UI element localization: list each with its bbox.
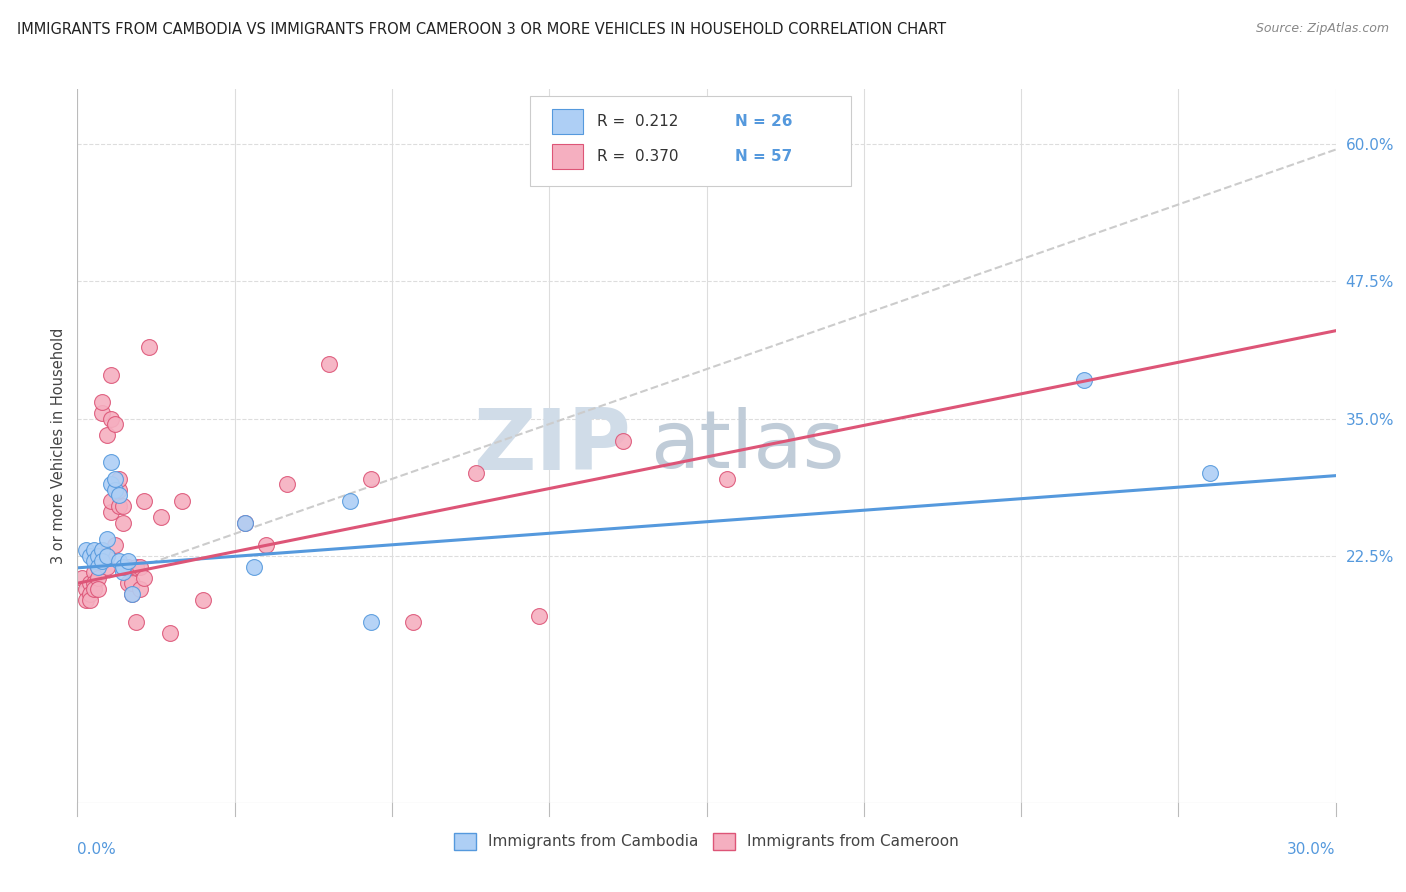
Point	[112, 559, 135, 574]
Point	[79, 587, 101, 601]
Point	[527, 609, 550, 624]
Point	[121, 587, 143, 601]
Point	[104, 538, 127, 552]
Point	[254, 538, 277, 552]
Point	[172, 494, 194, 508]
Point	[91, 406, 114, 420]
Point	[108, 554, 131, 568]
Point	[83, 576, 105, 591]
Point	[75, 582, 97, 596]
Point	[79, 592, 101, 607]
Text: R =  0.212: R = 0.212	[598, 114, 679, 128]
Point	[87, 582, 110, 596]
Text: atlas: atlas	[650, 407, 844, 485]
Point	[134, 494, 156, 508]
Point	[96, 428, 118, 442]
Point	[125, 615, 148, 629]
Point	[96, 559, 118, 574]
Point	[91, 554, 114, 568]
Point	[150, 510, 173, 524]
Point	[129, 582, 152, 596]
Text: 0.0%: 0.0%	[77, 842, 117, 857]
Point	[318, 357, 340, 371]
Point	[112, 500, 135, 514]
Point	[108, 488, 131, 502]
Point	[100, 411, 122, 425]
Text: N = 57: N = 57	[735, 149, 793, 164]
Text: N = 26: N = 26	[735, 114, 793, 128]
Point	[96, 549, 118, 563]
Point	[134, 571, 156, 585]
Point	[87, 554, 110, 568]
Point	[276, 477, 298, 491]
Point	[360, 472, 382, 486]
Text: Source: ZipAtlas.com: Source: ZipAtlas.com	[1256, 22, 1389, 36]
Point	[100, 368, 122, 382]
Point	[104, 417, 127, 431]
Point	[83, 543, 105, 558]
Legend: Immigrants from Cambodia, Immigrants from Cameroon: Immigrants from Cambodia, Immigrants fro…	[449, 827, 965, 855]
Point	[112, 516, 135, 530]
Point	[83, 582, 105, 596]
Point	[96, 549, 118, 563]
Point	[75, 543, 97, 558]
Point	[79, 576, 101, 591]
Point	[112, 566, 135, 580]
Point	[242, 559, 264, 574]
Point	[100, 494, 122, 508]
Y-axis label: 3 or more Vehicles in Household: 3 or more Vehicles in Household	[51, 328, 66, 564]
Point	[612, 434, 634, 448]
Point	[91, 543, 114, 558]
Point	[138, 340, 160, 354]
Point	[83, 566, 105, 580]
Point	[87, 559, 110, 574]
Point	[108, 500, 131, 514]
Point	[129, 559, 152, 574]
Point	[100, 455, 122, 469]
Point	[464, 467, 486, 481]
Point	[91, 395, 114, 409]
Point	[83, 554, 105, 568]
FancyBboxPatch shape	[551, 145, 583, 169]
Point	[104, 483, 127, 497]
Point	[117, 559, 139, 574]
Point	[70, 571, 93, 585]
Point	[108, 483, 131, 497]
Point	[1199, 467, 1222, 481]
Point	[108, 472, 131, 486]
Point	[159, 625, 181, 640]
Point	[75, 592, 97, 607]
Point	[87, 571, 110, 585]
Point	[117, 554, 139, 568]
Text: R =  0.370: R = 0.370	[598, 149, 679, 164]
Point	[233, 516, 256, 530]
Point	[100, 505, 122, 519]
Point	[125, 559, 148, 574]
FancyBboxPatch shape	[551, 109, 583, 134]
Point	[104, 472, 127, 486]
Point	[716, 472, 738, 486]
Point	[87, 549, 110, 563]
Text: 30.0%: 30.0%	[1288, 842, 1336, 857]
Point	[360, 615, 382, 629]
Point	[79, 549, 101, 563]
Point	[339, 494, 361, 508]
Point	[91, 543, 114, 558]
FancyBboxPatch shape	[530, 96, 851, 186]
Point	[117, 576, 139, 591]
Text: ZIP: ZIP	[474, 404, 631, 488]
Point	[191, 592, 215, 607]
Point	[402, 615, 425, 629]
Point	[100, 477, 122, 491]
Point	[96, 533, 118, 547]
Point	[87, 559, 110, 574]
Point	[121, 587, 143, 601]
Point	[233, 516, 256, 530]
Text: IMMIGRANTS FROM CAMBODIA VS IMMIGRANTS FROM CAMEROON 3 OR MORE VEHICLES IN HOUSE: IMMIGRANTS FROM CAMBODIA VS IMMIGRANTS F…	[17, 22, 946, 37]
Point	[121, 576, 143, 591]
Point	[1073, 373, 1095, 387]
Point	[91, 549, 114, 563]
